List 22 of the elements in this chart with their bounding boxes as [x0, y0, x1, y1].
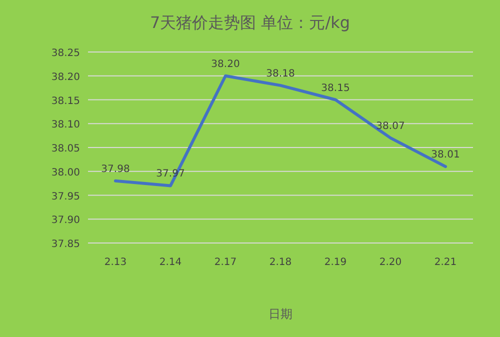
y-tick-label: 38.25: [51, 48, 80, 59]
x-tick-label: 2.13: [104, 257, 127, 268]
y-tick-label: 37.85: [51, 239, 80, 250]
y-tick-label: 37.90: [51, 215, 80, 226]
chart-title: 7天猪价走势图 单位：元/kg: [150, 13, 350, 32]
x-tick-label: 2.21: [434, 257, 457, 268]
data-label: 38.20: [211, 58, 240, 70]
x-tick-label: 2.19: [324, 257, 347, 268]
x-tick-label: 2.18: [269, 257, 292, 268]
data-label: 38.01: [431, 150, 460, 161]
x-axis-title: 日期: [268, 307, 292, 321]
y-tick-label: 37.95: [51, 191, 80, 202]
y-tick-label: 38.00: [51, 167, 80, 178]
data-label: 38.07: [376, 120, 405, 132]
y-tick-label: 38.15: [51, 96, 80, 107]
x-tick-label: 2.14: [159, 257, 182, 268]
y-tick-label: 38.10: [51, 120, 80, 131]
y-tick-label: 38.05: [51, 144, 80, 154]
x-tick-label: 2.20: [379, 257, 402, 268]
y-tick-label: 38.20: [51, 72, 80, 83]
data-label: 38.15: [321, 82, 350, 94]
x-tick-label: 2.17: [214, 257, 237, 268]
